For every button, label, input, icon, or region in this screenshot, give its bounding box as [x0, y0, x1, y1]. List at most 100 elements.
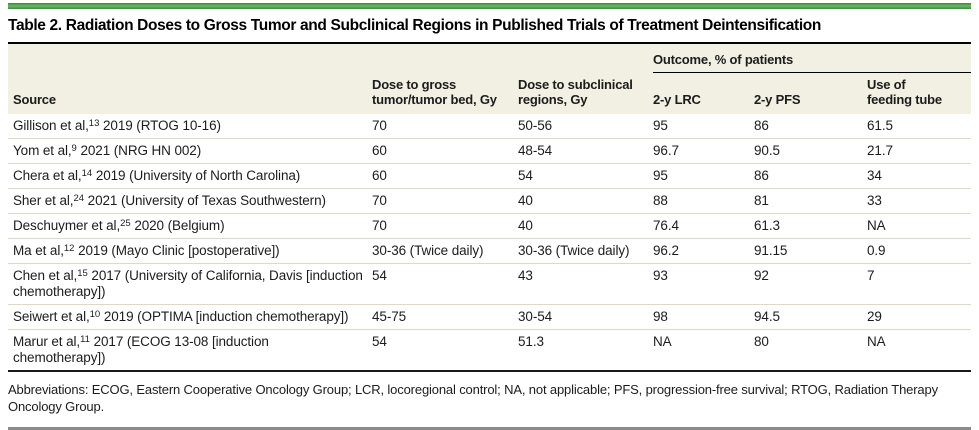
citation-superscript: 25	[120, 218, 131, 229]
table-row: Ma et al,12 2019 (Mayo Clinic [postopera…	[8, 238, 971, 264]
source-text: Marur et al,	[13, 334, 81, 349]
cell-feeding-tube: 33	[867, 188, 971, 214]
cell-dose-subclinical: 40	[518, 213, 653, 239]
cell-feeding-tube: 29	[867, 304, 971, 330]
source-text: Deschuymer et al,	[13, 218, 121, 233]
cell-dose-subclinical: 30-54	[518, 304, 653, 330]
cell-pfs: 94.5	[754, 304, 867, 330]
cell-dose-gross: 70	[372, 213, 518, 239]
table-row: Seiwert et al,10 2019 (OPTIMA [induction…	[8, 304, 971, 330]
cell-pfs: 90.5	[754, 138, 867, 164]
citation-superscript: 15	[77, 268, 88, 279]
cell-pfs: 92	[754, 263, 867, 305]
table-row: Chera et al,14 2019 (University of North…	[8, 163, 971, 189]
cell-source: Seiwert et al,10 2019 (OPTIMA [induction…	[8, 304, 372, 330]
source-text: Chen et al,	[13, 268, 78, 283]
citation-superscript: 11	[80, 334, 90, 345]
cell-feeding-tube: 34	[867, 163, 971, 189]
cell-feeding-tube: NA	[867, 334, 886, 349]
citation-superscript: 13	[88, 118, 100, 129]
cell-dose-gross: 54	[372, 263, 518, 305]
table-row: Gillison et al,13 2019 (RTOG 10-16) 70 5…	[8, 114, 971, 139]
cell-source: Gillison et al,13 2019 (RTOG 10-16)	[8, 114, 372, 139]
cell-dose-subclinical: 40	[518, 188, 653, 214]
col-header-lrc: 2-y LRC	[653, 92, 701, 107]
cell-dose-gross: 30-36 (Twice daily)	[372, 238, 518, 264]
cell-pfs: 61.3	[754, 213, 867, 239]
citation-superscript: 12	[63, 243, 75, 254]
cell-lrc: 96.2	[653, 238, 754, 264]
table-body: Gillison et al,13 2019 (RTOG 10-16) 70 5…	[8, 114, 971, 371]
cell-lrc: 96.7	[653, 138, 754, 164]
table-row: Chen et al,15 2017 (University of Califo…	[8, 263, 971, 305]
cell-pfs: 81	[754, 188, 867, 214]
cell-lrc: 76.4	[653, 213, 754, 239]
col-header-pfs: 2-y PFS	[754, 92, 801, 107]
table-title: Table 2. Radiation Doses to Gross Tumor …	[8, 17, 822, 34]
source-text: 2021 (NRG HN 002)	[76, 143, 202, 158]
cell-dose-gross: 45-75	[372, 304, 518, 330]
col-header-feeding-tube: Use of feeding tube	[867, 77, 942, 107]
source-text: 2017 (University of California, Davis [i…	[13, 268, 363, 299]
cell-pfs: 91.15	[754, 238, 867, 264]
cell-feeding-tube: 7	[867, 263, 971, 305]
citation-superscript: 24	[73, 193, 85, 204]
cell-dose-gross: 60	[372, 163, 518, 189]
col-group-header-outcome: Outcome, % of patients	[653, 43, 971, 73]
table-row: Sher et al,24 2021 (University of Texas …	[8, 188, 971, 214]
col-header-source: Source	[13, 92, 56, 107]
source-text: Yom et al,	[13, 143, 72, 158]
source-text: Sher et al,	[13, 193, 74, 208]
cell-feeding-tube: NA	[867, 213, 971, 239]
cell-source: Ma et al,12 2019 (Mayo Clinic [postopera…	[8, 238, 372, 264]
cell-source: Deschuymer et al,25 2020 (Belgium)	[8, 213, 372, 239]
cell-dose-subclinical: 51.3	[518, 334, 544, 349]
table-row: Deschuymer et al,25 2020 (Belgium) 70 40…	[8, 213, 971, 239]
cell-feeding-tube: 61.5	[867, 114, 971, 139]
citation-superscript: 10	[89, 309, 101, 320]
abbreviations-footnote: Abbreviations: ECOG, Eastern Cooperative…	[8, 382, 938, 414]
source-text: 2020 (Belgium)	[130, 218, 225, 233]
cell-dose-subclinical: 30-36 (Twice daily)	[518, 238, 653, 264]
source-text: Seiwert et al,	[13, 309, 90, 324]
radiation-doses-table: Source Dose to gross tumor/tumor bed, Gy…	[8, 42, 971, 372]
table-row: Marur et al,11 2017 (ECOG 13-08 [inducti…	[8, 330, 971, 372]
cell-lrc: 95	[653, 163, 754, 189]
table-row: Yom et al,9 2021 (NRG HN 002) 60 48-54 9…	[8, 138, 971, 164]
cell-source: Yom et al,9 2021 (NRG HN 002)	[8, 138, 372, 164]
cell-lrc: 93	[653, 263, 754, 305]
cell-source: Marur et al,11 2017 (ECOG 13-08 [inducti…	[8, 330, 372, 372]
cell-feeding-tube: 0.9	[867, 238, 971, 264]
cell-lrc: 88	[653, 188, 754, 214]
source-text: 2021 (University of Texas Southwestern)	[84, 193, 326, 208]
cell-feeding-tube: 21.7	[867, 138, 971, 164]
col-header-dose-subclinical: Dose to subclinical regions, Gy	[518, 77, 633, 107]
source-text: Gillison et al,	[13, 118, 89, 133]
source-text: 2019 (RTOG 10-16)	[99, 118, 221, 133]
cell-lrc: 95	[653, 114, 754, 139]
table-accent-bar	[8, 3, 971, 9]
source-text: Ma et al,	[13, 243, 64, 258]
col-header-dose-gross: Dose to gross tumor/tumor bed, Gy	[372, 77, 497, 107]
source-text: 2019 (OPTIMA [induction chemotherapy])	[100, 309, 349, 324]
cell-dose-gross: 54	[372, 334, 387, 349]
cell-source: Chera et al,14 2019 (University of North…	[8, 163, 372, 189]
cell-pfs: 86	[754, 163, 867, 189]
cell-pfs: 86	[754, 114, 867, 139]
table-header: Source Dose to gross tumor/tumor bed, Gy…	[8, 43, 971, 114]
source-text: Chera et al,	[13, 168, 82, 183]
cell-lrc: NA	[653, 334, 672, 349]
cell-dose-gross: 70	[372, 114, 518, 139]
cell-dose-subclinical: 54	[518, 163, 653, 189]
cell-dose-subclinical: 43	[518, 263, 653, 305]
cell-pfs: 80	[754, 334, 769, 349]
cell-dose-subclinical: 48-54	[518, 138, 653, 164]
source-text: 2019 (University of North Carolina)	[92, 168, 301, 183]
cell-dose-gross: 70	[372, 188, 518, 214]
cell-dose-subclinical: 50-56	[518, 114, 653, 139]
source-text: 2017 (ECOG 13-08 [induction chemotherapy…	[13, 334, 269, 365]
citation-superscript: 14	[81, 168, 93, 179]
source-text: 2019 (Mayo Clinic [postoperative])	[74, 243, 280, 258]
citation-superscript: 9	[71, 143, 77, 154]
